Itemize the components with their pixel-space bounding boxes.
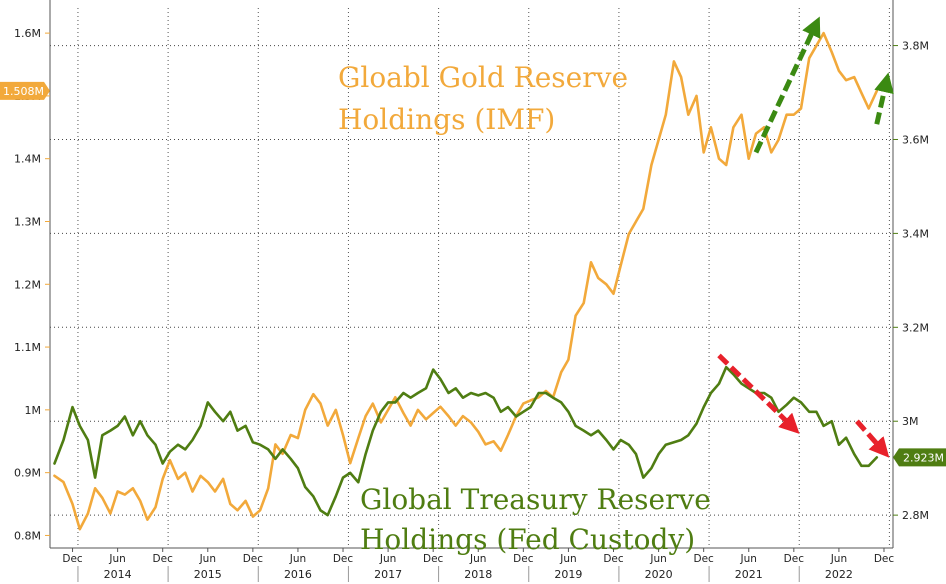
left-tick-label: 1.3M: [14, 215, 41, 228]
x-year-label: 2018: [464, 568, 492, 581]
last-value-badges: 1.508M 2.923M: [0, 81, 946, 467]
left-last-value-label: 1.508M: [3, 85, 44, 98]
gold-reserve-line: [53, 31, 879, 531]
left-tick-label: 1.2M: [14, 278, 41, 291]
x-year-label: 2022: [825, 568, 853, 581]
series: [53, 31, 879, 531]
x-year-label: 2014: [104, 568, 132, 581]
x-tick-label: Jun: [469, 553, 486, 565]
gold-annotation-line: Holdings (IMF): [338, 103, 555, 136]
left-tick-label: 1.4M: [14, 153, 41, 166]
up-trend-arrow: [874, 72, 894, 125]
x-tick-label: Dec: [62, 553, 83, 565]
x-year-label: 2020: [645, 568, 673, 581]
x-tick-label: Dec: [333, 553, 354, 565]
right-tick-label: 3.2M: [902, 321, 929, 334]
axes: 0.8M0.9M1M1.1M1.2M1.3M1.4M1.5M1.6M2.8M3M…: [14, 0, 929, 582]
left-tick-label: 1.6M: [14, 27, 41, 40]
x-year-label: 2021: [735, 568, 763, 581]
treasury-reserve-line: [53, 365, 879, 517]
right-tick-label: 3.8M: [902, 40, 929, 53]
down-trend-arrow: [855, 419, 890, 458]
treasury-annotation-line: Global Treasury Reserve: [360, 483, 711, 516]
left-tick-label: 0.9M: [14, 467, 41, 480]
left-tick-label: 1M: [25, 404, 42, 417]
right-tick-label: 3M: [902, 415, 919, 428]
x-tick-label: Jun: [740, 553, 757, 565]
x-year-label: 2017: [374, 568, 402, 581]
x-tick-label: Dec: [603, 553, 624, 565]
left-tick-label: 1.1M: [14, 341, 41, 354]
right-tick-label: 3.6M: [902, 133, 929, 146]
gold-annotation-line: Gloabl Gold Reserve: [338, 61, 628, 94]
x-tick-label: Dec: [693, 553, 714, 565]
x-year-label: 2019: [554, 568, 582, 581]
annotations: Gloabl Gold Reserve Holdings (IMF) Global …: [338, 61, 711, 556]
x-year-label: 2016: [284, 568, 312, 581]
up-trend-arrow: [753, 16, 821, 154]
x-tick-label: Dec: [784, 553, 805, 565]
x-tick-label: Dec: [513, 553, 534, 565]
right-tick-label: 2.8M: [902, 509, 929, 522]
trend-arrows: [717, 16, 894, 458]
x-tick-label: Dec: [243, 553, 264, 565]
x-tick-label: Jun: [649, 553, 666, 565]
x-tick-label: Jun: [199, 553, 216, 565]
down-trend-arrow: [717, 353, 800, 434]
x-tick-label: Jun: [108, 553, 125, 565]
x-tick-label: Jun: [289, 553, 306, 565]
x-tick-label: Dec: [874, 553, 895, 565]
left-tick-label: 0.8M: [14, 529, 41, 542]
left-last-value-badge: [0, 81, 50, 100]
x-year-label: 2015: [194, 568, 222, 581]
treasury-annotation-line: Holdings (Fed Custody): [360, 523, 695, 556]
right-last-value-label: 2.923M: [903, 451, 944, 464]
x-tick-label: Dec: [423, 553, 444, 565]
x-tick-label: Dec: [153, 553, 174, 565]
x-tick-label: Jun: [559, 553, 576, 565]
x-tick-label: Jun: [830, 553, 847, 565]
x-tick-label: Jun: [379, 553, 396, 565]
grid: [50, 8, 893, 548]
right-tick-label: 3.4M: [902, 227, 929, 240]
right-last-value-badge: [893, 448, 946, 467]
